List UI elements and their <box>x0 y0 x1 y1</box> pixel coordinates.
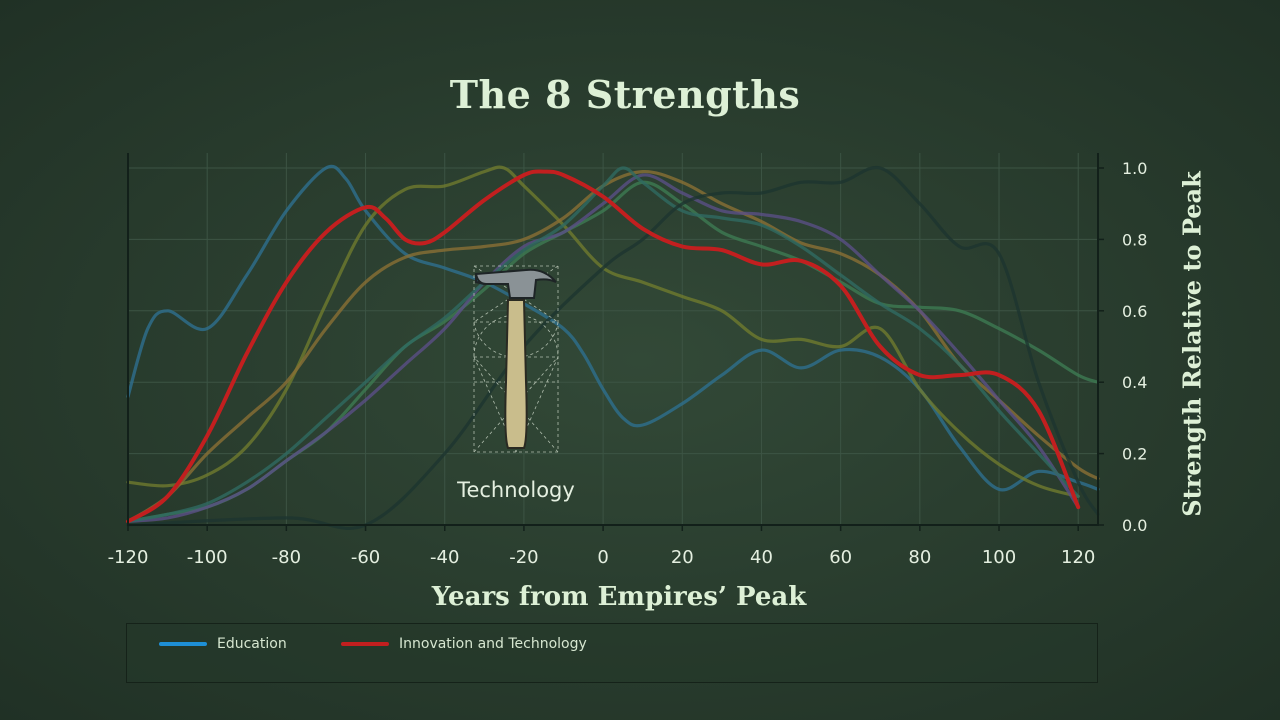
y-tick-label: 0.4 <box>1122 373 1147 392</box>
x-tick-label: -80 <box>272 547 301 568</box>
legend-item-education: Education <box>159 636 287 652</box>
series-lines <box>126 164 1100 530</box>
legend-swatch <box>341 642 389 646</box>
x-tick-label: 120 <box>1061 547 1095 568</box>
x-tick-label: 80 <box>908 547 931 568</box>
icon-label: Technology <box>457 478 575 502</box>
x-tick-label: -100 <box>187 547 228 568</box>
x-axis-title: Years from Empires’ Peak <box>431 582 807 612</box>
x-tick-label: -120 <box>108 547 149 568</box>
x-tick-label: -40 <box>430 547 459 568</box>
y-tick-label: 0.6 <box>1122 302 1147 321</box>
grid <box>127 153 1098 526</box>
series-line-background <box>126 166 1080 523</box>
x-tick-label: 20 <box>671 547 694 568</box>
y-axis-title: Strength Relative to Peak <box>1177 171 1207 517</box>
chart-title: The 8 Strengths <box>449 72 801 117</box>
axes: -120 -100 -80 -60 -40 -20 0 20 40 60 80 100 120 0.0 0.… <box>108 153 1147 568</box>
legend: Education Innovation and Technology <box>126 623 1098 683</box>
x-tick-label: 60 <box>829 547 852 568</box>
series-line-background <box>126 165 1080 498</box>
y-tick-label: 0.0 <box>1122 516 1147 535</box>
series-line-education <box>126 164 1100 492</box>
x-tick-label: 0 <box>597 547 608 568</box>
series-line-background <box>126 173 1080 523</box>
series-line-background <box>126 165 1100 530</box>
y-tick-label: 0.2 <box>1122 445 1147 464</box>
series-line-innovation-and-technology <box>126 169 1081 524</box>
legend-label: Innovation and Technology <box>399 636 587 652</box>
x-tick-label: 40 <box>750 547 773 568</box>
hammer-icon <box>473 265 559 453</box>
x-tick-label: 100 <box>982 547 1016 568</box>
y-tick-label: 0.8 <box>1122 230 1147 249</box>
x-tick-label: -60 <box>351 547 380 568</box>
legend-item-innovation: Innovation and Technology <box>341 636 587 652</box>
legend-label: Education <box>217 636 287 652</box>
y-tick-label: 1.0 <box>1122 159 1147 178</box>
legend-swatch <box>159 642 207 646</box>
x-tick-label: -20 <box>509 547 538 568</box>
